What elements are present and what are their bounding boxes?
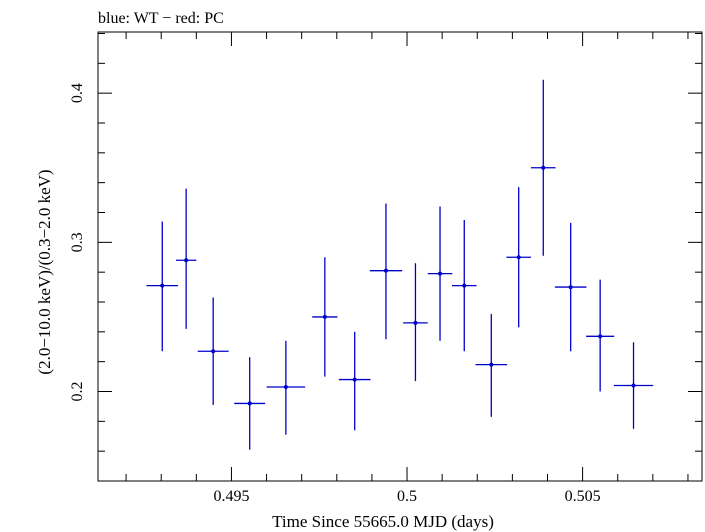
point-marker: [489, 362, 494, 367]
y-axis-ticks: 0.2 0.3 0.4: [69, 32, 702, 452]
point-marker: [568, 285, 573, 290]
point-marker: [184, 258, 189, 263]
point-marker: [598, 334, 603, 339]
point-marker: [516, 255, 521, 260]
point-marker: [322, 314, 327, 319]
data-point: [369, 203, 403, 340]
data-point: [197, 297, 229, 405]
point-marker: [631, 383, 636, 388]
point-marker: [160, 283, 165, 288]
data-point: [266, 340, 306, 435]
x-tick-label: 0.505: [565, 488, 601, 505]
data-point: [506, 187, 531, 328]
point-marker: [541, 165, 546, 170]
x-tick-label: 0.495: [213, 488, 249, 505]
point-marker: [283, 385, 288, 390]
data-point: [234, 357, 266, 450]
point-marker: [462, 283, 467, 288]
data-point: [613, 342, 654, 429]
data-points: [146, 79, 654, 450]
data-point: [475, 313, 508, 417]
data-point: [146, 221, 179, 352]
x-tick-label: 0.5: [397, 488, 417, 505]
x-axis-ticks: 0.495 0.5 0.505: [125, 32, 689, 505]
y-tick-label: 0.4: [69, 83, 86, 103]
y-axis-label: (2.0−10.0 keV)/(0.3−2.0 keV): [35, 169, 54, 374]
point-marker: [247, 401, 252, 406]
point-marker: [383, 268, 388, 273]
data-point: [175, 188, 197, 329]
data-point: [554, 222, 587, 352]
plot-frame: [97, 31, 703, 482]
y-tick-label: 0.3: [69, 232, 86, 252]
y-tick-label: 0.2: [69, 381, 86, 401]
data-point: [586, 279, 615, 392]
point-marker: [352, 377, 357, 382]
data-point: [427, 206, 453, 341]
x-axis-label: Time Since 55665.0 MJD (days): [272, 512, 494, 531]
data-point: [451, 219, 477, 352]
data-point: [338, 331, 371, 431]
data-point: [312, 257, 338, 377]
data-point: [530, 79, 556, 256]
point-marker: [438, 271, 443, 276]
data-point: [403, 263, 428, 382]
point-marker: [211, 349, 216, 354]
point-marker: [413, 320, 418, 325]
chart-title: blue: WT − red: PC: [98, 10, 224, 27]
